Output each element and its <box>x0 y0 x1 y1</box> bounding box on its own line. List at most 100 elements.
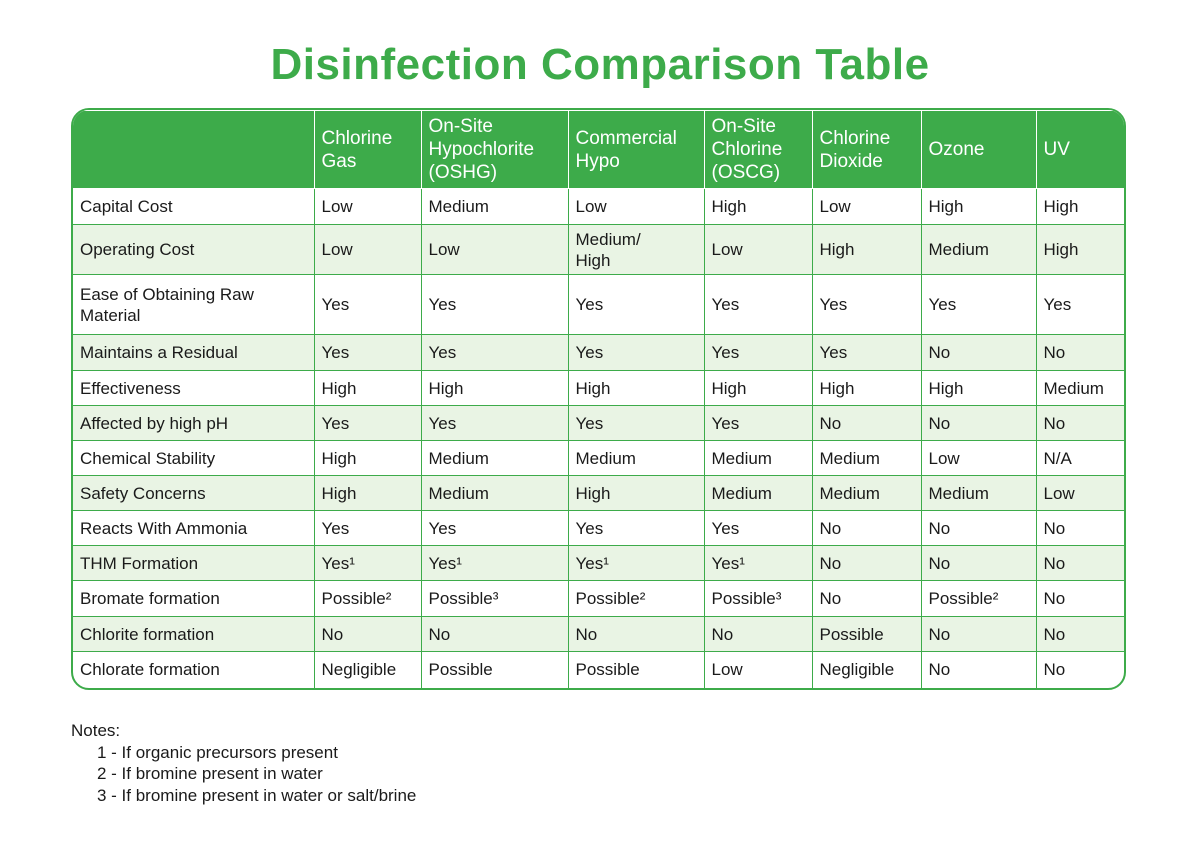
row-label: Maintains a Residual <box>73 334 315 371</box>
table-row: Chlorate formation Negligible Possible Poss… <box>73 651 1124 688</box>
cell: N/A <box>1035 440 1124 476</box>
cell: Possible² <box>313 580 422 617</box>
cell: Medium <box>920 224 1037 275</box>
cell: Medium <box>703 475 813 511</box>
table-frame: Chlorine Gas On-Site Hypochlorite (OSHG) C… <box>71 108 1126 690</box>
column-header: Commercial Hypo <box>567 110 705 189</box>
row-label: Bromate formation <box>73 580 315 617</box>
cell: Possible² <box>567 580 705 617</box>
cell: Yes <box>1035 274 1124 335</box>
note-item: 3 - If bromine present in water or salt/… <box>97 785 417 805</box>
table-row: Effectiveness High High High High High High Med… <box>73 370 1124 406</box>
cell: Possible³ <box>703 580 813 617</box>
cell: High <box>703 188 813 225</box>
cell: High <box>920 188 1037 225</box>
cell: No <box>920 545 1037 581</box>
cell: No <box>811 580 922 617</box>
cell: Yes <box>567 510 705 546</box>
cell: Low <box>703 651 813 688</box>
column-header: Chlorine Dioxide <box>811 110 922 189</box>
cell: High <box>1035 224 1124 275</box>
table-row: Ease of Obtaining Raw Material Yes Yes Yes Y… <box>73 274 1124 335</box>
column-header: Ozone <box>920 110 1037 189</box>
cell: No <box>313 616 422 652</box>
row-label: Reacts With Ammonia <box>73 510 315 546</box>
notes-title: Notes: <box>71 721 121 740</box>
row-label: Chemical Stability <box>73 440 315 476</box>
cell: Yes <box>703 334 813 371</box>
note-item: 1 - If organic precursors present <box>97 742 338 762</box>
cell: Low <box>703 224 813 275</box>
cell: High <box>313 440 422 476</box>
column-header <box>73 110 315 189</box>
table-row: Chlorite formation No No No No Possible No No <box>73 616 1124 652</box>
row-label: Chlorate formation <box>73 651 315 688</box>
cell: Medium/ High <box>567 224 705 275</box>
cell: High <box>811 370 922 406</box>
cell: Yes <box>313 274 422 335</box>
table-row: Operating Cost Low Low Medium/ High Low High M… <box>73 224 1124 275</box>
cell: No <box>1035 616 1124 652</box>
row-label: Affected by high pH <box>73 405 315 441</box>
table-row: Safety Concerns High Medium High Medium Mediu… <box>73 475 1124 511</box>
cell: Yes <box>420 510 569 546</box>
cell: Medium <box>811 475 922 511</box>
cell: Low <box>420 224 569 275</box>
cell: Medium <box>920 475 1037 511</box>
cell: Yes¹ <box>703 545 813 581</box>
cell: No <box>1035 405 1124 441</box>
title: Disinfection Comparison Table <box>270 40 930 89</box>
cell: Yes <box>420 334 569 371</box>
column-header: UV <box>1035 110 1124 189</box>
cell: Low <box>567 188 705 225</box>
cell: Low <box>313 188 422 225</box>
table-row: Maintains a Residual Yes Yes Yes Yes Yes No No <box>73 334 1124 371</box>
cell: No <box>1035 545 1124 581</box>
cell: Yes <box>313 405 422 441</box>
note-item: 2 - If bromine present in water <box>97 764 323 783</box>
column-header: On-Site Hypochlorite (OSHG) <box>420 110 569 189</box>
cell: Yes <box>811 274 922 335</box>
cell: Yes <box>811 334 922 371</box>
row-label: Capital Cost <box>73 188 315 225</box>
cell: Yes <box>567 405 705 441</box>
header-row: Chlorine Gas On-Site Hypochlorite (OSHG) C… <box>73 110 1124 189</box>
cell: Yes¹ <box>420 545 569 581</box>
row-label: Safety Concerns <box>73 475 315 511</box>
cell: No <box>920 616 1037 652</box>
cell: Possible³ <box>420 580 569 617</box>
cell: Yes <box>313 334 422 371</box>
cell: Yes <box>420 274 569 335</box>
cell: Yes <box>420 405 569 441</box>
cell: Possible² <box>920 580 1037 617</box>
cell: No <box>920 651 1037 688</box>
cell: Low <box>313 224 422 275</box>
cell: No <box>1035 334 1124 371</box>
cell: Possible <box>811 616 922 652</box>
cell: High <box>313 370 422 406</box>
cell: Yes <box>920 274 1037 335</box>
cell: Possible <box>420 651 569 688</box>
cell: No <box>1035 580 1124 617</box>
cell: High <box>313 475 422 511</box>
cell: Yes <box>313 510 422 546</box>
cell: High <box>920 370 1037 406</box>
cell: Yes <box>703 274 813 335</box>
cell: No <box>811 545 922 581</box>
cell: Negligible <box>811 651 922 688</box>
cell: Low <box>920 440 1037 476</box>
row-label: Ease of Obtaining Raw Material <box>73 274 315 335</box>
cell: Medium <box>420 188 569 225</box>
cell: Negligible <box>313 651 422 688</box>
comparison-table: Chlorine Gas On-Site Hypochlorite (OSHG) C… <box>73 110 1124 688</box>
cell: No <box>811 405 922 441</box>
cell: Yes <box>703 510 813 546</box>
cell: Yes <box>567 274 705 335</box>
cell: Medium <box>420 475 569 511</box>
cell: High <box>703 370 813 406</box>
column-header: On-Site Chlorine (OSCG) <box>703 110 813 189</box>
cell: High <box>567 370 705 406</box>
cell: No <box>920 510 1037 546</box>
table-row: Reacts With Ammonia Yes Yes Yes Yes No No No <box>73 510 1124 546</box>
cell: High <box>420 370 569 406</box>
